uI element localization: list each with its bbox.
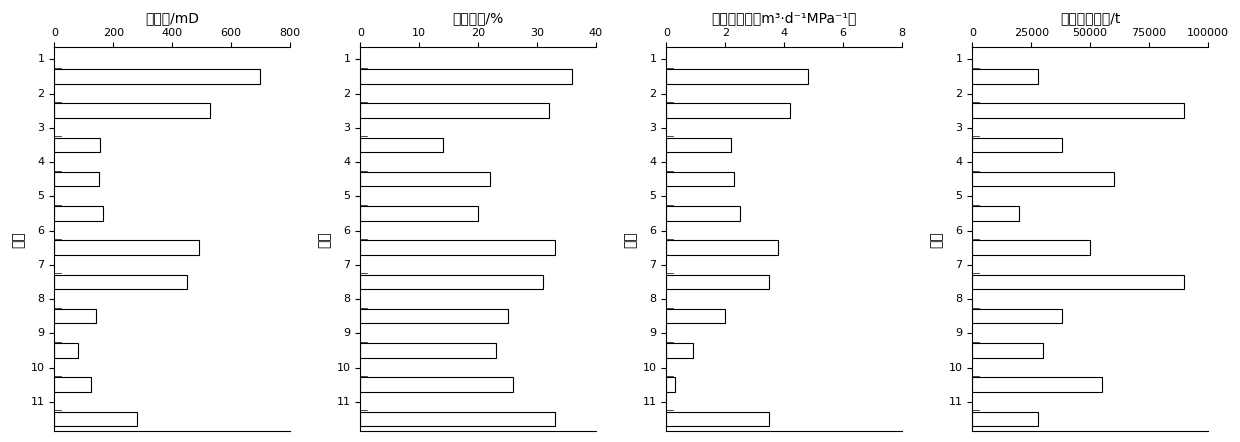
Bar [361,240,554,255]
Bar [666,69,807,84]
Bar [972,343,1043,358]
Bar [55,412,136,426]
Bar [972,69,1038,84]
Title: 吸水强度／（m³·d⁻¹MPa⁻¹）: 吸水强度／（m³·d⁻¹MPa⁻¹） [712,11,857,25]
Bar [361,206,479,221]
Bar [55,309,95,324]
Bar [361,343,496,358]
Bar [972,412,1038,426]
Bar [361,138,443,152]
Bar [361,412,554,426]
Bar [972,274,1184,289]
Title: 采出程度/%: 采出程度/% [453,11,503,25]
Bar [972,172,1114,187]
Bar [361,274,543,289]
Bar [666,138,732,152]
Y-axis label: 层数: 层数 [11,231,25,248]
Bar [666,172,734,187]
Bar [666,412,770,426]
Bar [972,240,1090,255]
Bar [666,309,725,324]
Bar [666,206,740,221]
Bar [55,377,92,392]
Y-axis label: 层数: 层数 [317,231,331,248]
Bar [55,240,198,255]
Y-axis label: 层数: 层数 [929,231,944,248]
Bar [972,103,1184,118]
Bar [666,240,779,255]
Bar [361,377,513,392]
Bar [666,377,676,392]
Bar [55,274,187,289]
Bar [55,103,211,118]
Bar [666,343,693,358]
Title: 渗透率/mD: 渗透率/mD [145,11,200,25]
Bar [972,309,1061,324]
Bar [361,172,490,187]
Bar [972,377,1102,392]
Bar [55,69,260,84]
Bar [666,274,770,289]
Y-axis label: 层数: 层数 [624,231,637,248]
Bar [666,103,790,118]
Bar [55,172,98,187]
Title: 剩余可采储量/t: 剩余可采储量/t [1060,11,1120,25]
Bar [361,103,549,118]
Bar [361,309,507,324]
Bar [972,206,1019,221]
Bar [972,138,1061,152]
Bar [55,343,78,358]
Bar [55,138,100,152]
Bar [55,206,103,221]
Bar [361,69,573,84]
